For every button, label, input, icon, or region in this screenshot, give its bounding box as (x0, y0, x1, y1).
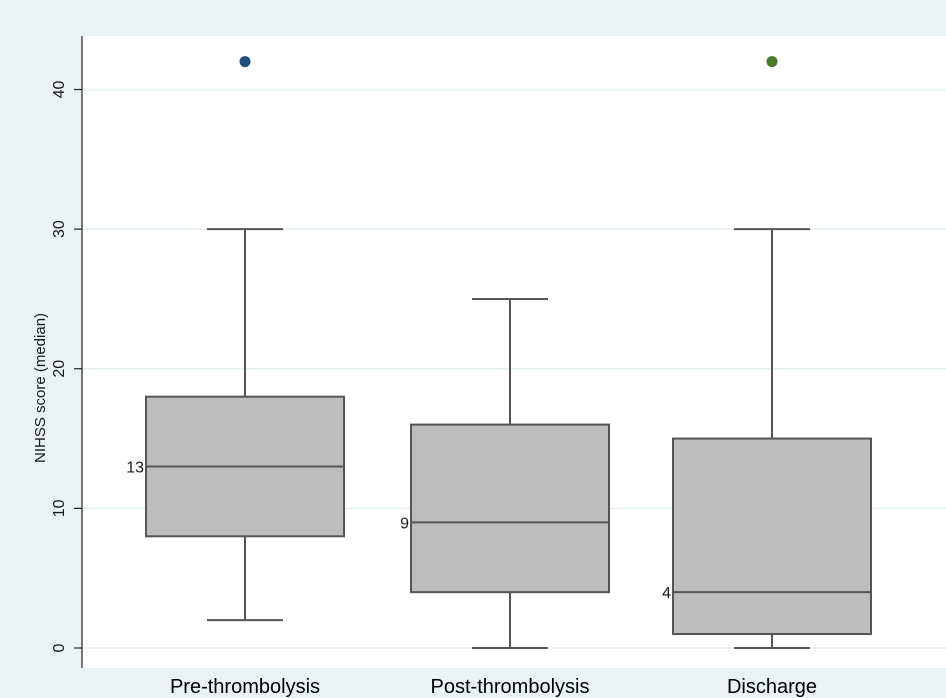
median-label: 9 (400, 515, 409, 532)
median-label: 4 (662, 585, 671, 602)
median-label: 13 (126, 459, 144, 476)
y-tick-label: 30 (51, 220, 68, 238)
y-axis-label: NIHSS score (median) (32, 313, 49, 463)
box (672, 437, 872, 636)
y-tick-label: 20 (51, 360, 68, 378)
box (410, 423, 610, 594)
y-tick-label: 0 (51, 643, 68, 652)
category-label: Pre-thrombolysis (170, 676, 320, 698)
y-tick-label: 10 (51, 499, 68, 517)
box-group: 13 (126, 56, 345, 622)
y-tick-label: 40 (51, 81, 68, 99)
box-group: 4 (662, 56, 872, 649)
boxes: 13 9 4 (126, 56, 872, 649)
box-group: 9 (400, 297, 610, 649)
outlier-point (239, 56, 251, 68)
category-labels: Pre-thrombolysis Post-thrombolysis Dischar… (170, 676, 817, 698)
category-label: Post-thrombolysis (431, 676, 590, 698)
category-label: Discharge (727, 676, 817, 698)
y-axis-ticks: 0 10 20 30 40 (51, 81, 82, 652)
outlier-point (766, 56, 778, 68)
